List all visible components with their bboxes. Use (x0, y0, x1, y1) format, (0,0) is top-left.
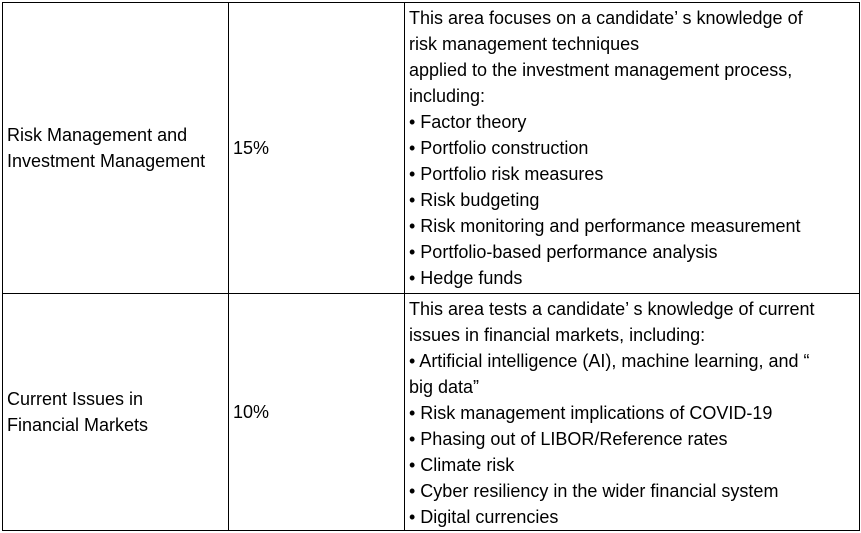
description-line: big data” (409, 377, 480, 397)
description-line: • Portfolio construction (409, 138, 589, 158)
description-line: • Digital currencies (409, 507, 559, 527)
description-line: • Artificial intelligence (AI), machine … (409, 351, 810, 371)
description-line: • Portfolio risk measures (409, 164, 604, 184)
description-line: applied to the investment management pro… (409, 60, 793, 80)
description-cell: This area tests a candidate’ s knowledge… (404, 293, 860, 531)
area-line: Current Issues in (7, 389, 144, 409)
description-line: • Climate risk (409, 455, 515, 475)
table-row: Risk Management and Investment Management… (2, 2, 860, 294)
description-line: • Risk budgeting (409, 190, 540, 210)
description-line: • Risk monitoring and performance measur… (409, 216, 801, 236)
area-cell: Risk Management and Investment Management (2, 2, 229, 294)
area-line: Financial Markets (7, 415, 149, 435)
description-line: including: (409, 86, 486, 106)
description-cell: This area focuses on a candidate’ s know… (404, 2, 860, 294)
description-line: This area tests a candidate’ s knowledge… (409, 299, 815, 319)
description-line: • Portfolio-based performance analysis (409, 242, 718, 262)
description-line: • Hedge funds (409, 268, 523, 288)
description-line: • Cyber resiliency in the wider financia… (409, 481, 779, 501)
area-line: Risk Management and (7, 125, 188, 145)
weight-cell: 10% (228, 293, 405, 531)
description-line: • Factor theory (409, 112, 527, 132)
description-line: This area focuses on a candidate’ s know… (409, 8, 803, 28)
area-cell: Current Issues in Financial Markets (2, 293, 229, 531)
weight-cell: 15% (228, 2, 405, 294)
table-row: Current Issues in Financial Markets 10% Thi… (2, 293, 860, 531)
area-line: Investment Management (7, 151, 206, 171)
description-line: • Risk management implications of COVID-… (409, 403, 773, 423)
description-line: issues in financial markets, including: (409, 325, 706, 345)
description-line: • Phasing out of LIBOR/Reference rates (409, 429, 728, 449)
description-line: risk management techniques (409, 34, 640, 54)
